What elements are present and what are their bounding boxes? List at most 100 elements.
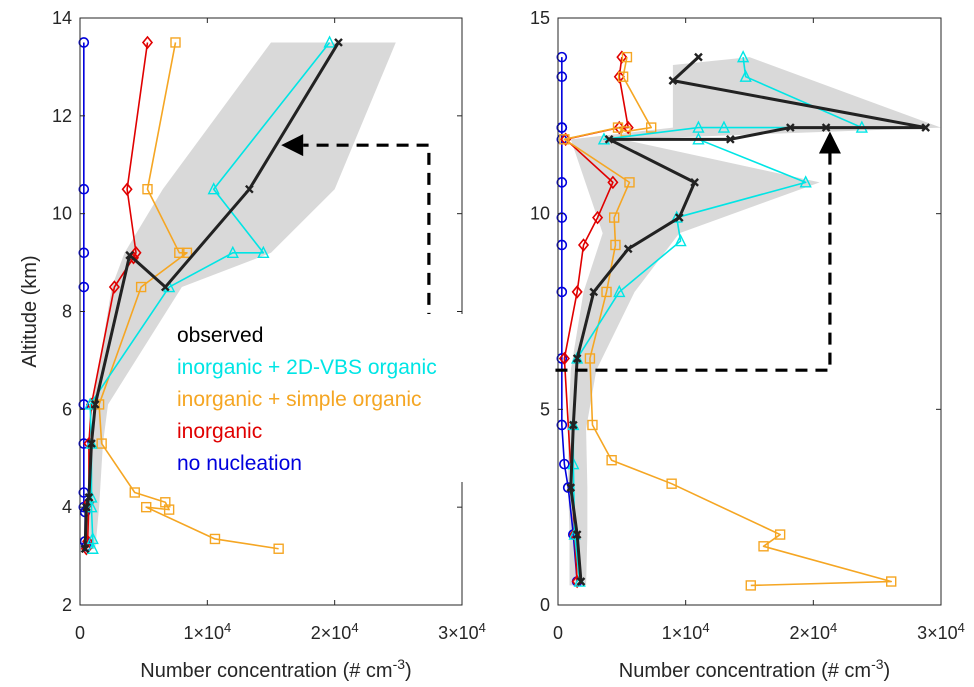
data-point [568,420,578,430]
y-tick-label: 8 [62,302,72,322]
x-axis-title-exponent: -3 [871,656,884,672]
uncertainty-band [83,42,396,549]
data-point [576,577,586,586]
annotation-arrow-head [818,131,841,154]
data-point [726,134,735,144]
x-tick-label: 3×104 [438,620,486,644]
data-point [556,212,568,223]
data-point [624,177,635,188]
data-point [690,178,699,187]
chart-panel-right: 0 1×104 2×104 3×104 0 5 10 15 Number concentrati… [530,8,965,682]
x-axis-title-tail: ) [884,660,891,682]
data-point [607,175,619,190]
data-point [84,493,94,502]
data-point [556,286,568,298]
legend-background [171,314,507,482]
data-point [245,184,254,194]
data-point [736,50,750,63]
data-point [556,239,568,251]
data-point [141,501,152,513]
legend-entry: inorganic [177,420,262,443]
data-point [78,247,90,259]
data-point [559,458,570,470]
data-point [207,182,220,195]
data-point [717,120,731,133]
data-point [130,246,142,260]
data-point [80,544,90,554]
x-axis-title-tail: ) [405,660,412,682]
y-tick-label: 15 [530,8,550,28]
data-point [608,212,620,223]
series-inorganic-2d-vbs-organic [84,35,336,554]
data-point [745,580,756,591]
data-point [612,122,624,133]
data-point [209,533,221,545]
data-point [129,487,140,498]
data-point [610,239,621,251]
data-point [163,504,175,515]
series-line [85,42,149,549]
data-point [622,120,634,135]
series-line [569,56,928,582]
chart-panel-left: 0 1×104 2×104 3×104 2 4 6 8 10 12 14 Number concent… [19,8,507,682]
series-line [563,57,630,582]
y-axis-title: Altitude (km) [19,255,41,367]
data-point [84,397,97,410]
data-point [96,438,107,449]
data-point [613,284,626,298]
data-point [668,76,678,85]
data-point [577,238,590,252]
data-point [78,281,90,293]
data-point [78,37,90,48]
data-point [170,37,181,48]
data-point [556,122,568,133]
legend: observed inorganic + 2D-VBS organic inorga… [171,314,507,482]
x-axis-title-text: Number concentration (# cm [140,660,392,682]
data-point [559,134,570,145]
data-point [572,530,582,539]
uncertainty-band [568,57,941,586]
data-point [556,419,568,431]
series-observed [566,52,931,586]
data-point [758,541,769,552]
x-tick-label: 1×104 [662,620,710,644]
x-tick-label: 0 [553,623,563,643]
y-tick-label: 12 [52,106,72,126]
data-point [694,52,703,62]
data-point [621,51,633,63]
x-axis-title-exponent: -3 [393,656,406,672]
x-tick-label: 3×104 [917,620,965,644]
data-point [921,123,931,132]
x-axis-title: Number concentration (# cm-3) [140,656,411,682]
x-axis-title-text: Number concentration (# cm [619,660,871,682]
data-point [86,541,99,554]
series-line [89,41,331,549]
data-point [786,123,795,132]
data-point [226,245,239,258]
data-point [556,353,568,364]
data-point [666,478,677,489]
data-point [82,502,91,512]
data-point [556,51,568,63]
legend-entry: inorganic + simple organic [177,388,422,411]
data-point [142,184,153,195]
data-point [674,233,687,247]
data-point [606,455,617,466]
x-tick-label: 0 [75,623,85,643]
x-axis-title: Number concentration (# cm-3) [619,656,890,682]
data-point [181,247,193,259]
data-point [78,183,90,195]
annotation-arrow-line [303,143,431,385]
data-point [645,122,657,133]
data-point [601,286,612,298]
data-point [87,439,96,448]
x-tick-exponent: 4 [479,620,486,635]
data-point [616,50,628,64]
data-point [597,132,611,145]
data-point [886,576,897,587]
data-point [556,177,568,188]
legend-entry: inorganic + 2D-VBS organic [177,356,437,379]
data-point [141,35,154,50]
